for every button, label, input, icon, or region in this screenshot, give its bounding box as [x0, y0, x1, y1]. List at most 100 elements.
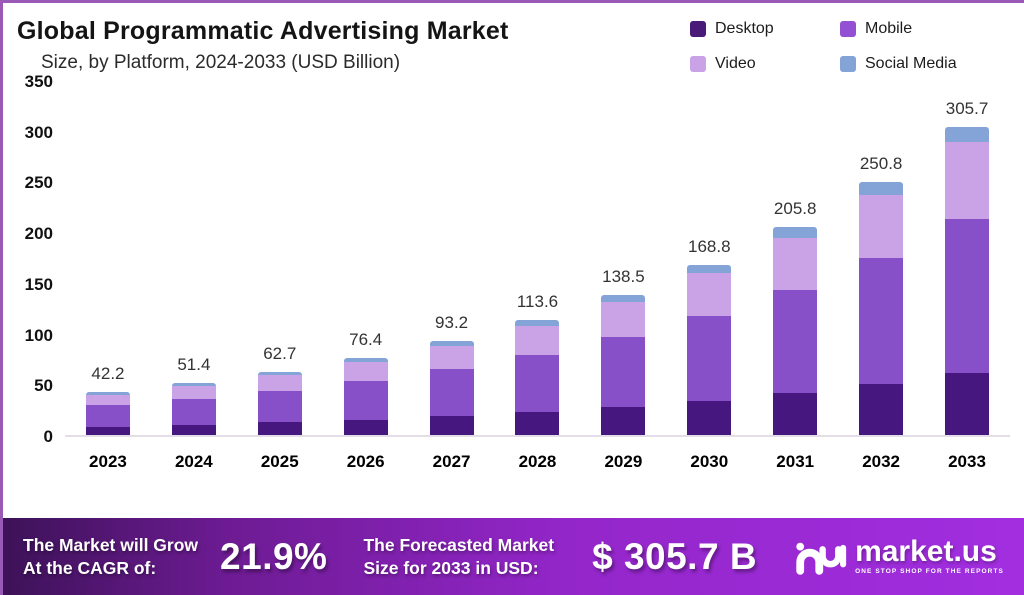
bar-slot: 62.7 [237, 82, 323, 435]
x-axis-label: 2023 [89, 452, 127, 471]
bar-slot: 51.4 [151, 82, 237, 435]
y-axis-label: 50 [34, 376, 53, 396]
x-axis-label: 2029 [604, 452, 643, 471]
x-axis-label: 2027 [432, 452, 471, 471]
bar-total-label: 250.8 [859, 154, 903, 174]
bar-segment-social-media [343, 357, 388, 362]
bar-segment-mobile [773, 289, 818, 394]
brand-logo: market.us ONE STOP SHOP FOR THE REPORTS [795, 537, 1004, 577]
social-media-swatch-icon [840, 56, 856, 73]
x-axis: 2023 2024 2025 2026 2027 2028 2029 2030 2031 2032… [65, 442, 1010, 482]
brand-text: market.us ONE STOP SHOP FOR THE REPORTS [855, 537, 1004, 576]
stacked-bar-chart: 0 50 100 150 200 250 300 350 42.2 51.4 62.7 76.4 93… [15, 72, 1010, 482]
bar-segment-social-media [429, 341, 474, 346]
bar-segment-desktop [85, 426, 130, 435]
legend-label: Desktop [715, 19, 774, 37]
x-axis-label: 2025 [260, 452, 299, 471]
stacked-bar-2030 [687, 264, 732, 435]
bar-segment-desktop [859, 384, 904, 435]
bar-slot: 138.5 [580, 82, 666, 435]
bar-segment-mobile [687, 315, 732, 401]
bar-segment-mobile [515, 354, 560, 413]
y-axis-label: 0 [43, 427, 53, 446]
bar-segment-social-media [257, 371, 302, 375]
bar-slot: 93.2 [409, 82, 495, 435]
bar-segment-desktop [601, 407, 646, 435]
bar-segment-video [515, 326, 560, 355]
legend-label: Mobile [865, 19, 913, 37]
bar-segment-video [257, 374, 302, 391]
bar-slot: 76.4 [323, 82, 409, 435]
bar-segment-video [343, 361, 388, 382]
video-swatch-icon [690, 56, 706, 73]
stacked-bar-2023 [85, 392, 130, 435]
bar-total-label: 51.4 [177, 355, 211, 375]
bar-segment-desktop [257, 422, 302, 435]
bar-segment-video [171, 385, 216, 399]
bar-slot: 42.2 [65, 82, 151, 435]
bar-segment-mobile [601, 337, 646, 408]
legend: Desktop Mobile Video Social Media [690, 17, 1000, 74]
bar-segment-desktop [515, 412, 560, 435]
y-axis-label: 300 [24, 122, 53, 142]
page-title: Global Programmatic Advertising Market [17, 17, 509, 45]
bar-segment-social-media [515, 320, 560, 327]
bar-total-label: 62.7 [263, 343, 297, 363]
cagr-label: The Market will Grow At the CAGR of: [23, 534, 199, 578]
legend-label: Video [715, 55, 756, 73]
stacked-bar-2032 [859, 182, 904, 435]
bar-total-label: 138.5 [602, 267, 645, 287]
x-axis-label: 2032 [862, 452, 901, 471]
bar-slot: 205.8 [752, 82, 838, 435]
bar-total-label: 113.6 [516, 292, 559, 312]
desktop-swatch-icon [690, 20, 706, 37]
bar-segment-desktop [773, 393, 818, 435]
y-axis: 0 50 100 150 200 250 300 350 [15, 72, 59, 446]
bar-segment-mobile [171, 398, 216, 425]
header: Global Programmatic Advertising Market S… [3, 3, 1024, 74]
stacked-bar-2031 [773, 227, 818, 435]
bar-segment-social-media [773, 227, 818, 238]
bar-total-label: 168.8 [688, 236, 731, 256]
x-axis-label: 2031 [776, 452, 815, 471]
bar-segment-desktop [343, 419, 388, 435]
y-axis-label: 250 [24, 173, 53, 193]
bar-segment-video [773, 237, 818, 290]
stacked-bar-2027 [429, 341, 474, 435]
bar-slot: 113.6 [495, 82, 581, 435]
stacked-bar-2025 [257, 371, 302, 435]
bar-total-label: 205.8 [773, 199, 817, 219]
y-axis-label: 100 [24, 325, 53, 345]
bar-segment-video [601, 302, 646, 338]
bar-segment-social-media [601, 295, 646, 303]
bar-segment-video [859, 194, 904, 258]
page-subtitle: Size, by Platform, 2024-2033 (USD Billio… [41, 52, 401, 73]
bar-segment-social-media [85, 392, 130, 395]
title-block: Global Programmatic Advertising Market S… [17, 17, 509, 74]
brand-tagline: ONE STOP SHOP FOR THE REPORTS [855, 568, 1004, 576]
bar-segment-social-media [171, 383, 216, 386]
stacked-bar-2029 [601, 295, 646, 435]
marketus-wave-icon [796, 542, 847, 575]
bar-segment-social-media [859, 182, 904, 195]
y-axis-label: 350 [24, 72, 53, 91]
forecast-label: The Forecasted Market Size for 2033 in US… [363, 534, 555, 578]
x-axis-label: 2028 [518, 452, 557, 471]
x-axis-label: 2033 [948, 452, 986, 471]
bar-segment-mobile [257, 390, 302, 423]
forecast-value: $ 305.7 B [592, 535, 758, 577]
stacked-bar-2033 [945, 126, 990, 435]
legend-item-social-media: Social Media [840, 55, 1000, 75]
bar-segment-desktop [171, 424, 216, 435]
mobile-swatch-icon [840, 20, 856, 37]
bar-segment-mobile [859, 257, 904, 385]
bar-total-label: 305.7 [945, 98, 989, 118]
legend-item-video: Video [690, 55, 840, 75]
bar-total-label: 93.2 [435, 313, 469, 333]
legend-item-mobile: Mobile [840, 19, 1000, 39]
bar-slot: 305.7 [924, 82, 1010, 435]
bar-segment-video [85, 394, 130, 406]
bar-total-label: 42.2 [91, 364, 125, 384]
legend-label: Social Media [865, 55, 957, 73]
